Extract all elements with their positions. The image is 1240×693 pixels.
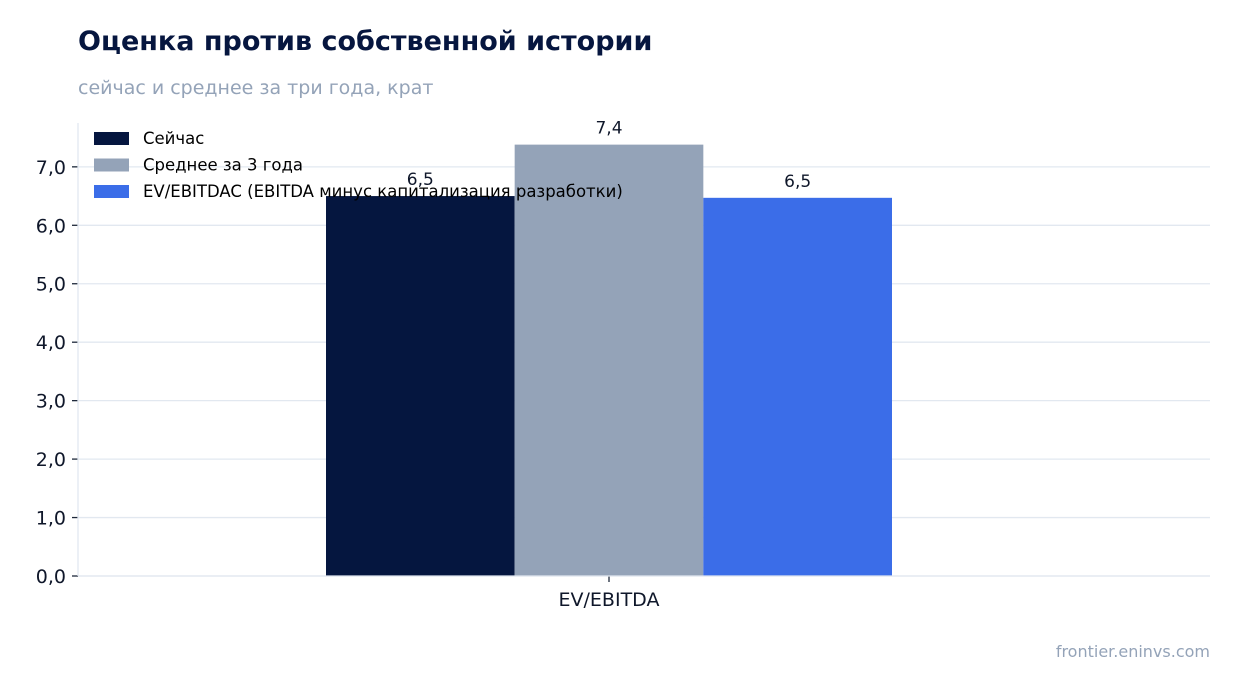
chart-title: Оценка против собственной истории	[78, 26, 653, 57]
bar-2	[514, 144, 704, 577]
bars	[326, 144, 892, 577]
data-label: 7,4	[595, 119, 622, 139]
source-credit: frontier.eninvs.com	[1055, 642, 1210, 661]
data-label: 6,5	[784, 172, 811, 192]
legend: Сейчас Среднее за 3 года EV/EBITDAC (EBITD…	[94, 129, 623, 201]
bar-3	[703, 197, 892, 577]
legend-label: Среднее за 3 года	[143, 156, 303, 175]
data-labels: 6,5 7,4 6,5	[407, 119, 811, 192]
axes: 0,0 1,0 2,0 3,0 4,0 5,0 6,0 7,0 EV/EBITDA	[36, 123, 1210, 611]
legend-swatch	[94, 185, 129, 198]
legend-label: EV/EBITDAC (EBITDA минус капитализация р…	[143, 182, 623, 201]
y-tick-label: 7,0	[36, 157, 66, 179]
y-tick-label: 6,0	[36, 215, 66, 237]
chart-subtitle: сейчас и среднее за три года, крат	[78, 77, 434, 99]
y-tick-label: 2,0	[36, 449, 66, 471]
y-tick-label: 5,0	[36, 274, 66, 296]
x-tick-label: EV/EBITDA	[559, 589, 660, 611]
bar-1	[326, 196, 515, 576]
y-tick-label: 3,0	[36, 391, 66, 413]
legend-swatch	[94, 158, 129, 172]
data-label: 6,5	[407, 170, 434, 190]
y-tick-label: 0,0	[36, 566, 66, 588]
y-tick-label: 4,0	[36, 332, 66, 354]
y-tick-label: 1,0	[36, 508, 66, 530]
legend-swatch	[94, 132, 129, 145]
legend-label: Сейчас	[143, 129, 204, 148]
